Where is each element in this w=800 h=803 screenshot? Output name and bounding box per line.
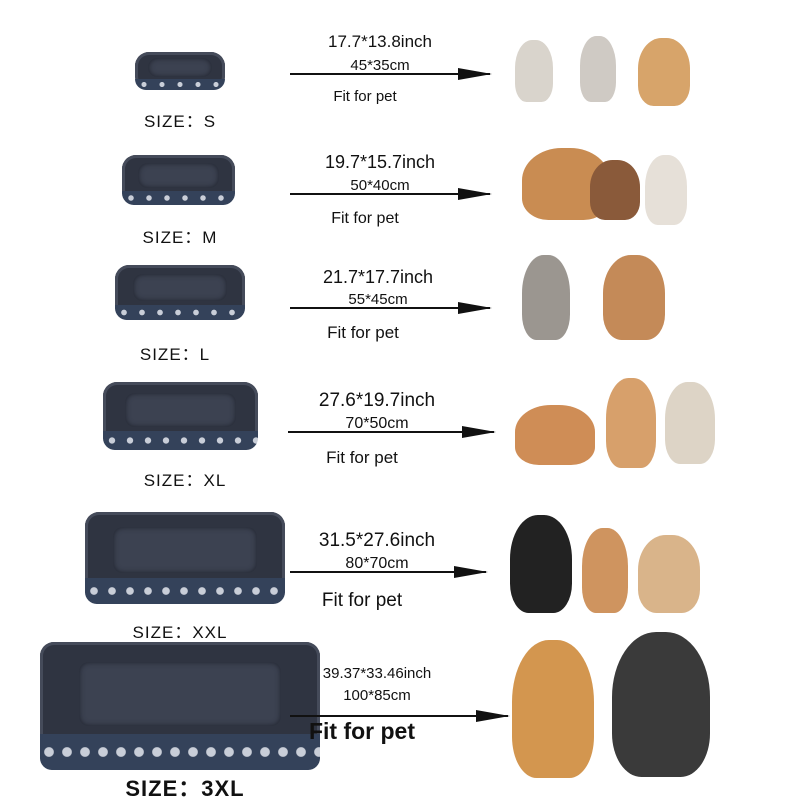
inch-dimension: 31.5*27.6inch bbox=[318, 530, 436, 551]
cm-dimension: 100*85cm bbox=[343, 687, 411, 704]
cm-dimension: 50*40cm bbox=[350, 177, 410, 194]
bed-band bbox=[122, 191, 235, 205]
size-label: SIZE：S bbox=[143, 112, 217, 131]
arrow-icon bbox=[290, 566, 488, 578]
bed-band bbox=[135, 79, 225, 90]
pet-image bbox=[512, 640, 594, 778]
pet-bed-image bbox=[40, 642, 320, 770]
cm-dimension: 55*45cm bbox=[348, 291, 408, 308]
arrow-icon bbox=[290, 710, 510, 722]
cm-dimension: 80*70cm bbox=[345, 555, 409, 572]
fit-for-pet-label: Fit for pet bbox=[331, 210, 399, 227]
size-label: SIZE：3XL bbox=[125, 776, 245, 801]
pet-image bbox=[590, 160, 640, 220]
pet-bed-image bbox=[115, 265, 245, 320]
pet-image bbox=[638, 38, 690, 106]
pet-bed-image bbox=[122, 155, 235, 205]
bed-band bbox=[103, 430, 258, 450]
pet-image bbox=[603, 255, 665, 340]
pet-image bbox=[612, 632, 710, 777]
pet-image bbox=[580, 36, 616, 102]
bed-cushion bbox=[137, 163, 220, 188]
inch-dimension: 27.6*19.7inch bbox=[318, 390, 436, 411]
cm-dimension: 45*35cm bbox=[350, 57, 410, 74]
size-label: SIZE：M bbox=[142, 228, 218, 247]
pet-image bbox=[515, 405, 595, 465]
inch-dimension: 39.37*33.46inch bbox=[322, 665, 432, 682]
size-label: SIZE：XXL bbox=[132, 623, 228, 642]
bed-cushion bbox=[147, 58, 213, 78]
bed-cushion bbox=[79, 662, 281, 727]
inch-dimension: 17.7*13.8inch bbox=[328, 32, 432, 51]
arrow-icon bbox=[290, 188, 492, 200]
fit-for-pet-label: Fit for pet bbox=[321, 590, 403, 611]
bed-cushion bbox=[113, 526, 257, 573]
pet-bed-image bbox=[135, 52, 225, 90]
pet-image bbox=[606, 378, 656, 468]
bed-band bbox=[85, 578, 285, 604]
arrow-icon bbox=[290, 68, 492, 80]
fit-for-pet-label: Fit for pet bbox=[333, 88, 397, 105]
arrow-icon bbox=[288, 426, 496, 438]
arrow-icon bbox=[290, 302, 492, 314]
size-label: SIZE：XL bbox=[143, 471, 227, 490]
fit-for-pet-label: Fit for pet bbox=[308, 718, 416, 744]
pet-bed-image bbox=[85, 512, 285, 604]
pet-image bbox=[638, 535, 700, 613]
pet-image bbox=[645, 155, 687, 225]
inch-dimension: 19.7*15.7inch bbox=[324, 152, 436, 172]
size-label: SIZE：L bbox=[139, 345, 211, 364]
bed-cushion bbox=[124, 392, 237, 427]
pet-image bbox=[515, 40, 553, 102]
bed-cushion bbox=[133, 273, 227, 302]
pet-bed-image bbox=[103, 382, 258, 450]
cm-dimension: 70*50cm bbox=[345, 415, 409, 432]
pet-image bbox=[582, 528, 628, 613]
inch-dimension: 21.7*17.7inch bbox=[322, 267, 434, 287]
bed-band bbox=[115, 304, 245, 320]
fit-for-pet-label: Fit for pet bbox=[327, 323, 399, 342]
pet-image bbox=[522, 255, 570, 340]
bed-band bbox=[40, 734, 320, 770]
fit-for-pet-label: Fit for pet bbox=[326, 448, 398, 467]
pet-image bbox=[510, 515, 572, 613]
pet-image bbox=[665, 382, 715, 464]
